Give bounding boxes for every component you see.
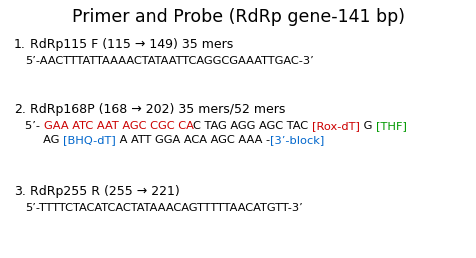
Text: RdRp255 R (255 → 221): RdRp255 R (255 → 221)	[30, 185, 179, 198]
Text: RdRp115 F (115 → 149) 35 mers: RdRp115 F (115 → 149) 35 mers	[30, 38, 233, 51]
Text: [BHQ-dT]: [BHQ-dT]	[63, 135, 116, 145]
Text: RdRp168P (168 → 202) 35 mers/52 mers: RdRp168P (168 → 202) 35 mers/52 mers	[30, 103, 285, 116]
Text: [THF]: [THF]	[376, 121, 406, 131]
Text: C TAG AGG AGC TAC: C TAG AGG AGC TAC	[193, 121, 312, 131]
Text: 2.: 2.	[14, 103, 26, 116]
Text: 5’-: 5’-	[25, 121, 43, 131]
Text: Primer and Probe (RdRp gene-141 bp): Primer and Probe (RdRp gene-141 bp)	[72, 8, 404, 26]
Text: 5’-TTTTCTACATCACTATAAACAGTTTTTAACATGTT-3’: 5’-TTTTCTACATCACTATAAACAGTTTTTAACATGTT-3…	[25, 203, 302, 213]
Text: 1.: 1.	[14, 38, 26, 51]
Text: AG: AG	[25, 135, 63, 145]
Text: 3.: 3.	[14, 185, 26, 198]
Text: A ATT GGA ACA AGC AAA -: A ATT GGA ACA AGC AAA -	[116, 135, 269, 145]
Text: [Rox-dT]: [Rox-dT]	[312, 121, 359, 131]
Text: GAA ATC AAT AGC CGC CA: GAA ATC AAT AGC CGC CA	[43, 121, 193, 131]
Text: G: G	[359, 121, 376, 131]
Text: 5’-AACTTTATTAAAACTATAATTCAGGCGAAATTGAC-3’: 5’-AACTTTATTAAAACTATAATTCAGGCGAAATTGAC-3…	[25, 56, 313, 66]
Text: [3’-block]: [3’-block]	[269, 135, 324, 145]
